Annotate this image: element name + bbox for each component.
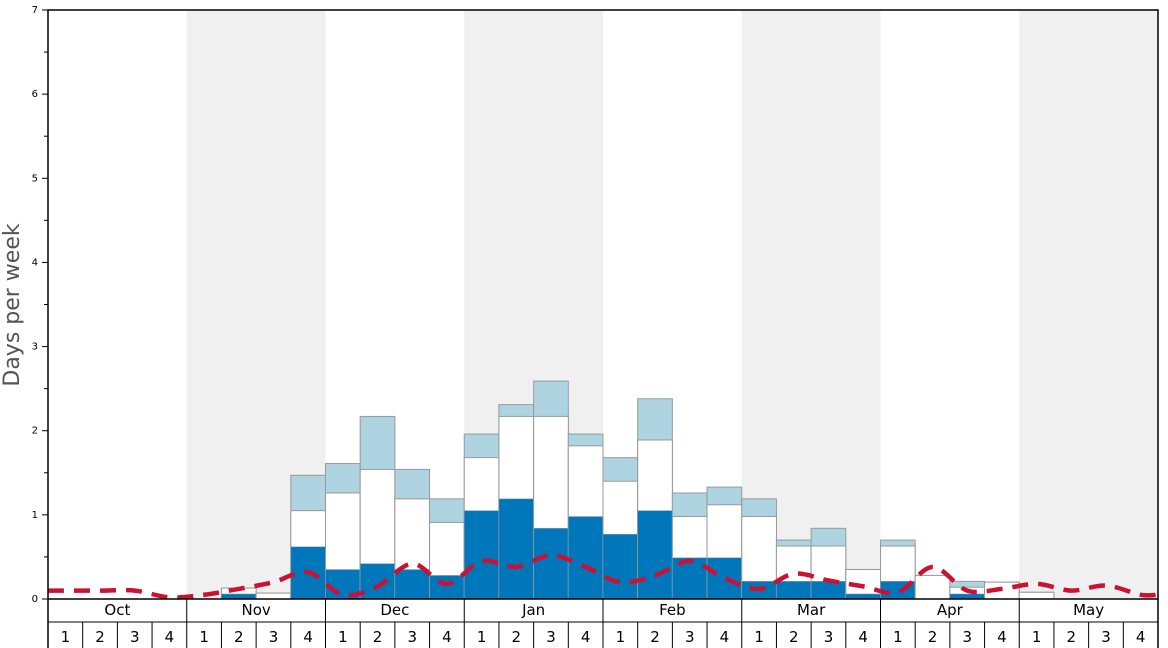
bar-dark [776, 581, 812, 600]
y-tick-label: 1 [32, 510, 38, 521]
y-tick-label: 6 [32, 89, 38, 100]
week-label: 2 [373, 628, 383, 646]
week-label: 3 [1101, 628, 1111, 646]
bar-dark [221, 593, 257, 600]
bar-middle [1018, 591, 1055, 600]
month-band-may [1019, 10, 1158, 599]
bar-dark [394, 569, 430, 600]
week-label: 2 [512, 628, 522, 646]
y-axis-label: Days per week [0, 223, 25, 386]
month-label-may: May [1073, 601, 1104, 619]
y-tick-label: 2 [32, 426, 38, 437]
week-label: 4 [997, 628, 1007, 646]
week-label: 2 [928, 628, 938, 646]
week-label: 4 [1136, 628, 1146, 646]
month-label-nov: Nov [241, 601, 270, 619]
bar-dark [429, 575, 465, 600]
bar-dark [602, 533, 638, 600]
y-axis: 0 1 2 3 4 5 6 7 [32, 5, 48, 605]
week-label: 2 [1067, 628, 1077, 646]
bar-middle [255, 592, 292, 600]
week-label: 2 [650, 628, 660, 646]
week-label: 1 [199, 628, 209, 646]
y-tick-label: 0 [32, 594, 38, 605]
bar-dark [568, 516, 604, 600]
week-label: 1 [1032, 628, 1042, 646]
week-label: 3 [269, 628, 279, 646]
bar-middle [914, 574, 951, 600]
y-tick-label: 4 [32, 257, 38, 268]
bar-dark [464, 510, 500, 600]
month-label-dec: Dec [380, 601, 409, 619]
y-tick-label: 7 [32, 5, 38, 16]
week-label: 3 [407, 628, 417, 646]
week-label: 4 [303, 628, 313, 646]
bar-dark [637, 510, 673, 600]
bar-dark [706, 557, 742, 600]
month-label-apr: Apr [937, 601, 964, 619]
bar-dark [810, 581, 847, 600]
y-tick-label: 3 [32, 342, 38, 353]
x-axis: Oct 1 2 3 4 Nov 1 2 3 4 Dec 1 2 3 4 Jan 1 2 3 4 Feb 1 2 3 4 Mar 1 2… [47, 599, 1159, 648]
week-label: 1 [477, 628, 487, 646]
week-label: 4 [858, 628, 868, 646]
week-label: 3 [962, 628, 972, 646]
week-label: 1 [616, 628, 626, 646]
bar-dark [845, 593, 881, 600]
week-label: 2 [95, 628, 105, 646]
month-bands [186, 10, 1158, 599]
month-label-jan: Jan [521, 601, 545, 619]
month-label-oct: Oct [104, 601, 130, 619]
bar-dark [949, 593, 985, 600]
week-label: 3 [824, 628, 834, 646]
bar-dark [359, 563, 396, 600]
week-label: 2 [234, 628, 244, 646]
bar-dark [672, 557, 708, 600]
week-label: 3 [130, 628, 140, 646]
week-label: 4 [720, 628, 730, 646]
week-label: 1 [893, 628, 903, 646]
week-label: 1 [338, 628, 348, 646]
week-label: 4 [165, 628, 175, 646]
y-tick-label: 5 [32, 173, 38, 184]
week-label: 4 [442, 628, 452, 646]
week-label: 3 [546, 628, 556, 646]
week-label: 1 [754, 628, 764, 646]
month-label-mar: Mar [797, 601, 826, 619]
month-label-feb: Feb [659, 601, 686, 619]
week-label: 3 [685, 628, 695, 646]
week-label: 2 [789, 628, 799, 646]
bar-dark [498, 498, 534, 600]
week-label: 4 [581, 628, 591, 646]
bar-dark [533, 528, 569, 600]
week-label: 1 [61, 628, 71, 646]
